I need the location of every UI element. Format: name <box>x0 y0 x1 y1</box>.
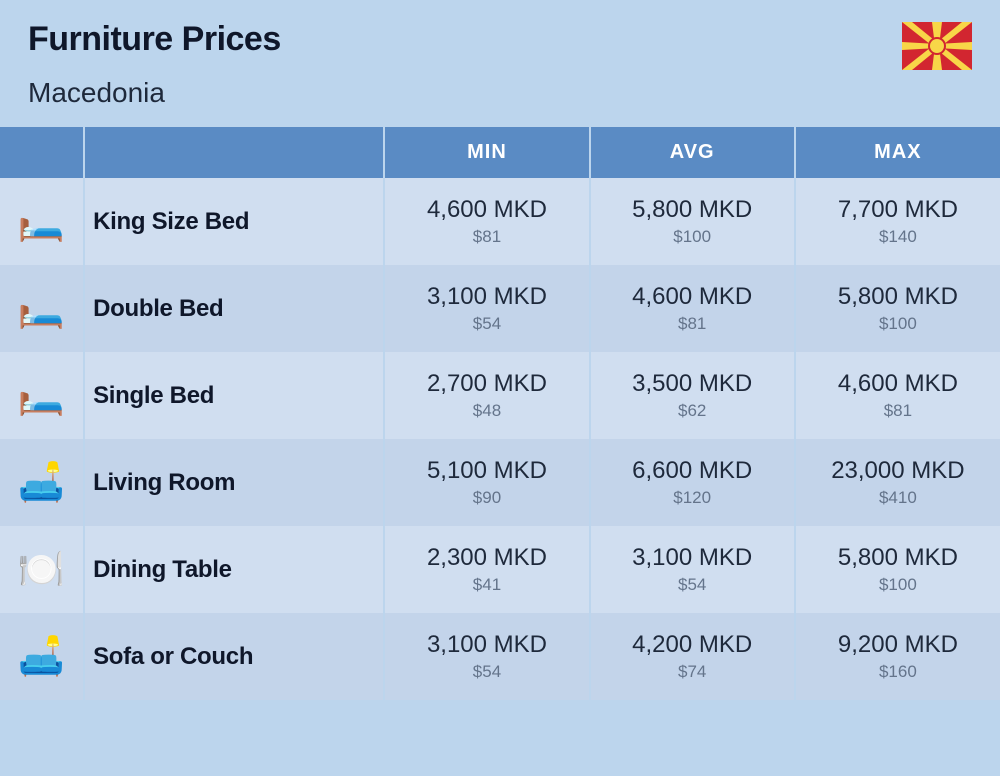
price-usd: $100 <box>796 314 1000 334</box>
th-min: MIN <box>384 127 589 178</box>
price-max: 23,000 MKD $410 <box>795 439 1000 526</box>
price-max: 7,700 MKD $140 <box>795 178 1000 265</box>
th-avg: AVG <box>590 127 795 178</box>
price-usd: $54 <box>385 314 588 334</box>
price-usd: $81 <box>796 401 1000 421</box>
price-min: 3,100 MKD $54 <box>384 613 589 700</box>
price-usd: $410 <box>796 488 1000 508</box>
price-max: 4,600 MKD $81 <box>795 352 1000 439</box>
price-local: 23,000 MKD <box>796 457 1000 485</box>
th-max: MAX <box>795 127 1000 178</box>
price-avg: 3,100 MKD $54 <box>590 526 795 613</box>
price-local: 3,100 MKD <box>591 544 794 572</box>
furniture-name: Single Bed <box>84 352 384 439</box>
price-min: 3,100 MKD $54 <box>384 265 589 352</box>
price-usd: $48 <box>385 401 588 421</box>
price-usd: $160 <box>796 662 1000 682</box>
price-local: 5,800 MKD <box>796 544 1000 572</box>
th-blank-name <box>84 127 384 178</box>
th-blank-icon <box>0 127 84 178</box>
price-usd: $74 <box>591 662 794 682</box>
furniture-icon: 🛏️ <box>0 352 84 439</box>
table-row: 🛋️ Living Room 5,100 MKD $90 6,600 MKD $… <box>0 439 1000 526</box>
price-usd: $90 <box>385 488 588 508</box>
table-row: 🛏️ Double Bed 3,100 MKD $54 4,600 MKD $8… <box>0 265 1000 352</box>
price-max: 5,800 MKD $100 <box>795 265 1000 352</box>
price-usd: $81 <box>591 314 794 334</box>
page-header: Furniture Prices Macedonia <box>0 0 1000 127</box>
price-min: 5,100 MKD $90 <box>384 439 589 526</box>
price-usd: $120 <box>591 488 794 508</box>
country-name: Macedonia <box>28 77 972 109</box>
price-avg: 4,600 MKD $81 <box>590 265 795 352</box>
price-max: 9,200 MKD $160 <box>795 613 1000 700</box>
price-local: 3,100 MKD <box>385 283 588 311</box>
price-local: 4,600 MKD <box>796 370 1000 398</box>
price-avg: 3,500 MKD $62 <box>590 352 795 439</box>
price-local: 6,600 MKD <box>591 457 794 485</box>
price-local: 4,600 MKD <box>385 196 588 224</box>
furniture-icon: 🛏️ <box>0 178 84 265</box>
furniture-name: Double Bed <box>84 265 384 352</box>
price-min: 4,600 MKD $81 <box>384 178 589 265</box>
price-local: 3,500 MKD <box>591 370 794 398</box>
price-usd: $81 <box>385 227 588 247</box>
price-usd: $41 <box>385 575 588 595</box>
price-local: 9,200 MKD <box>796 631 1000 659</box>
price-min: 2,300 MKD $41 <box>384 526 589 613</box>
price-avg: 4,200 MKD $74 <box>590 613 795 700</box>
price-avg: 6,600 MKD $120 <box>590 439 795 526</box>
furniture-icon: 🛏️ <box>0 265 84 352</box>
price-local: 2,300 MKD <box>385 544 588 572</box>
furniture-name: Sofa or Couch <box>84 613 384 700</box>
price-min: 2,700 MKD $48 <box>384 352 589 439</box>
furniture-name: Dining Table <box>84 526 384 613</box>
price-local: 7,700 MKD <box>796 196 1000 224</box>
furniture-icon: 🍽️ <box>0 526 84 613</box>
price-max: 5,800 MKD $100 <box>795 526 1000 613</box>
table-header-row: MIN AVG MAX <box>0 127 1000 178</box>
flag-icon <box>902 22 972 70</box>
price-usd: $54 <box>591 575 794 595</box>
price-usd: $100 <box>796 575 1000 595</box>
price-usd: $62 <box>591 401 794 421</box>
furniture-name: Living Room <box>84 439 384 526</box>
price-usd: $54 <box>385 662 588 682</box>
price-table: MIN AVG MAX 🛏️ King Size Bed 4,600 MKD $… <box>0 127 1000 700</box>
table-row: 🛋️ Sofa or Couch 3,100 MKD $54 4,200 MKD… <box>0 613 1000 700</box>
price-usd: $100 <box>591 227 794 247</box>
price-usd: $140 <box>796 227 1000 247</box>
price-local: 5,100 MKD <box>385 457 588 485</box>
price-local: 3,100 MKD <box>385 631 588 659</box>
table-row: 🛏️ Single Bed 2,700 MKD $48 3,500 MKD $6… <box>0 352 1000 439</box>
furniture-icon: 🛋️ <box>0 613 84 700</box>
price-avg: 5,800 MKD $100 <box>590 178 795 265</box>
page-title: Furniture Prices <box>28 20 972 59</box>
price-local: 5,800 MKD <box>591 196 794 224</box>
price-local: 5,800 MKD <box>796 283 1000 311</box>
furniture-name: King Size Bed <box>84 178 384 265</box>
table-row: 🛏️ King Size Bed 4,600 MKD $81 5,800 MKD… <box>0 178 1000 265</box>
furniture-icon: 🛋️ <box>0 439 84 526</box>
table-row: 🍽️ Dining Table 2,300 MKD $41 3,100 MKD … <box>0 526 1000 613</box>
price-local: 2,700 MKD <box>385 370 588 398</box>
price-local: 4,600 MKD <box>591 283 794 311</box>
price-local: 4,200 MKD <box>591 631 794 659</box>
